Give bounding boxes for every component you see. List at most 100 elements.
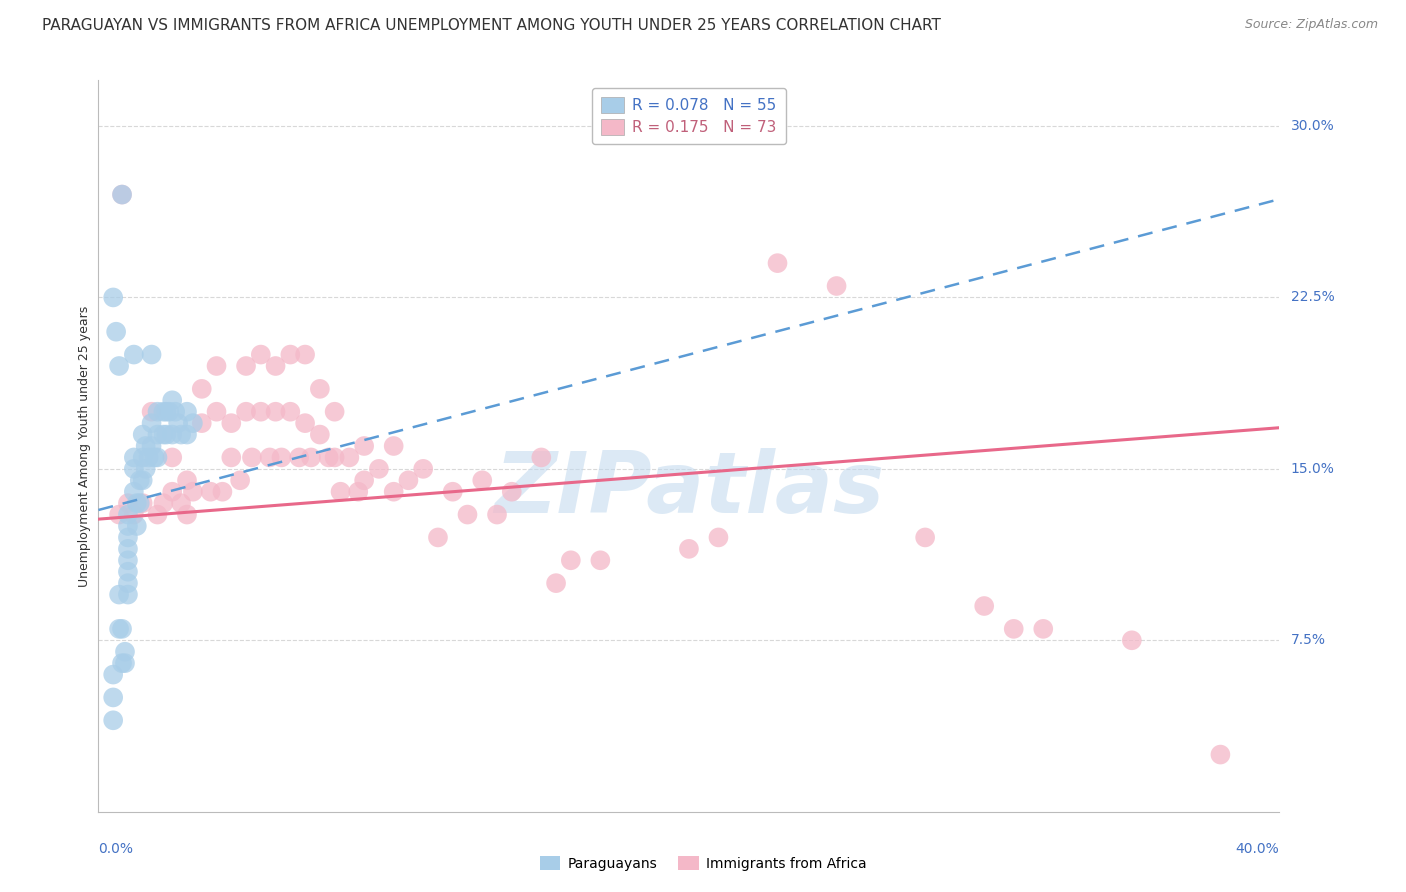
Point: [108, 508, 131, 522]
Point: [176, 508, 198, 522]
Point: [117, 541, 139, 556]
Point: [1002, 622, 1025, 636]
Point: [221, 416, 243, 430]
Point: [250, 405, 273, 419]
Point: [146, 405, 169, 419]
Point: [294, 416, 316, 430]
Point: [122, 462, 145, 476]
Point: [309, 382, 332, 396]
Point: [229, 473, 252, 487]
Point: [589, 553, 612, 567]
Text: 22.5%: 22.5%: [1291, 291, 1334, 304]
Point: [288, 450, 311, 465]
Point: [125, 496, 148, 510]
Point: [200, 484, 222, 499]
Point: [323, 450, 346, 465]
Point: [103, 667, 125, 681]
Point: [111, 187, 134, 202]
Point: [125, 519, 148, 533]
Point: [146, 427, 169, 442]
Point: [111, 622, 134, 636]
Point: [167, 416, 190, 430]
Point: [162, 427, 183, 442]
Point: [412, 462, 434, 476]
Point: [441, 484, 464, 499]
Point: [162, 450, 183, 465]
Point: [339, 450, 361, 465]
Point: [560, 553, 582, 567]
Point: [181, 484, 204, 499]
Point: [382, 439, 405, 453]
Point: [111, 187, 134, 202]
Point: [117, 496, 139, 510]
Point: [152, 405, 174, 419]
Point: [114, 656, 136, 670]
Point: [135, 439, 157, 453]
Point: [318, 450, 340, 465]
Point: [181, 416, 204, 430]
Point: [270, 450, 292, 465]
Point: [546, 576, 568, 591]
Point: [294, 347, 316, 362]
Point: [122, 347, 145, 362]
Point: [486, 508, 509, 522]
Text: Source: ZipAtlas.com: Source: ZipAtlas.com: [1244, 18, 1378, 31]
Point: [117, 553, 139, 567]
Point: [280, 405, 302, 419]
Text: 30.0%: 30.0%: [1291, 119, 1334, 133]
Point: [117, 565, 139, 579]
Point: [707, 530, 730, 544]
Point: [165, 405, 187, 419]
Point: [141, 439, 163, 453]
Point: [235, 359, 257, 373]
Text: ZIPatlas: ZIPatlas: [494, 449, 884, 532]
Point: [117, 508, 139, 522]
Text: 40.0%: 40.0%: [1236, 842, 1279, 856]
Legend: R = 0.078   N = 55, R = 0.175   N = 73: R = 0.078 N = 55, R = 0.175 N = 73: [592, 88, 786, 145]
Point: [114, 645, 136, 659]
Point: [108, 588, 131, 602]
Point: [471, 473, 494, 487]
Point: [221, 450, 243, 465]
Point: [132, 473, 155, 487]
Point: [128, 473, 150, 487]
Point: [264, 359, 287, 373]
Point: [117, 519, 139, 533]
Point: [353, 439, 375, 453]
Legend: Paraguayans, Immigrants from Africa: Paraguayans, Immigrants from Africa: [534, 850, 872, 876]
Point: [1209, 747, 1232, 762]
Text: PARAGUAYAN VS IMMIGRANTS FROM AFRICA UNEMPLOYMENT AMONG YOUTH UNDER 25 YEARS COR: PARAGUAYAN VS IMMIGRANTS FROM AFRICA UNE…: [42, 18, 941, 33]
Text: 15.0%: 15.0%: [1291, 462, 1334, 475]
Point: [146, 508, 169, 522]
Point: [250, 347, 273, 362]
Point: [152, 427, 174, 442]
Point: [103, 714, 125, 728]
Point: [122, 484, 145, 499]
Point: [205, 359, 228, 373]
Point: [191, 382, 214, 396]
Point: [678, 541, 700, 556]
Point: [176, 473, 198, 487]
Point: [117, 588, 139, 602]
Point: [141, 347, 163, 362]
Point: [309, 427, 332, 442]
Point: [155, 405, 177, 419]
Point: [135, 462, 157, 476]
Point: [382, 484, 405, 499]
Point: [1032, 622, 1054, 636]
Point: [152, 496, 174, 510]
Point: [240, 450, 263, 465]
Point: [825, 279, 848, 293]
Point: [766, 256, 789, 270]
Point: [211, 484, 233, 499]
Point: [117, 576, 139, 591]
Point: [501, 484, 523, 499]
Point: [299, 450, 322, 465]
Point: [191, 416, 214, 430]
Point: [138, 450, 160, 465]
Point: [108, 359, 131, 373]
Point: [353, 473, 375, 487]
Point: [323, 405, 346, 419]
Point: [103, 690, 125, 705]
Point: [259, 450, 281, 465]
